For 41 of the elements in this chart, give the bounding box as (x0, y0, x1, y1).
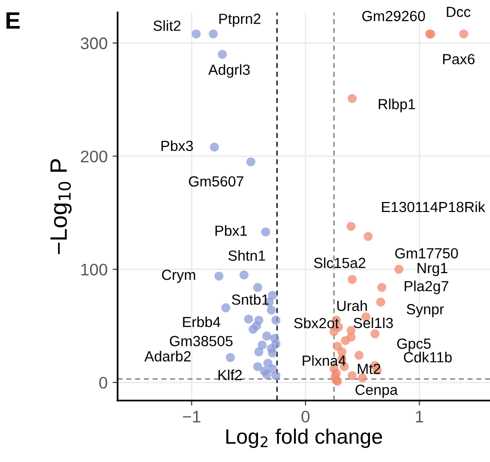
annotation: Adarb2 (144, 350, 191, 362)
x-tick-label: 1 (416, 410, 424, 422)
y-tick-label: 200 (80, 150, 108, 162)
x-tick-label: −1 (182, 410, 200, 422)
annotation: Shtn1 (228, 250, 266, 261)
annotation: Pbx1 (216, 225, 247, 236)
annotation: Klf2 (218, 370, 242, 380)
annotation: Slc15a2 (314, 257, 366, 268)
annotation: Urah (337, 300, 367, 312)
y-axis-title: −Log$_{10}$ P (50, 159, 72, 254)
annotation: Slit2 (153, 20, 180, 31)
y-tick-label: 0 (99, 376, 108, 389)
annotation: Pbx3 (161, 140, 193, 152)
annotation: Gm5607 (188, 176, 244, 187)
annotation: Crym (162, 270, 196, 283)
y-tick-label: 300 (80, 37, 108, 50)
annotation: Erbb4 (183, 316, 220, 328)
annotation: Sel1l3 (354, 317, 393, 328)
annotation: Gm17750 (395, 248, 458, 258)
x-tick-label: 0 (302, 410, 310, 423)
annotation: Pla2g7 (404, 280, 448, 294)
annotation: Dcc (446, 6, 470, 18)
annotation: Rlbp1 (378, 98, 415, 112)
annotation: Mt2 (358, 364, 380, 374)
annotation: Sntb1 (232, 294, 269, 305)
annotation: Cdk11b (404, 352, 452, 362)
annotation: Nrg1 (418, 263, 448, 276)
annotation: Cenpa (356, 384, 398, 398)
y-tick-label: 100 (81, 264, 108, 276)
annotation: Gpc5 (397, 338, 431, 352)
annotation: Gm38505 (170, 336, 233, 346)
chart-title: E (6, 12, 20, 29)
annotation: Adgrl3 (208, 64, 250, 78)
annotation: Pax6 (443, 54, 475, 64)
annotation: Plxna4 (302, 355, 346, 366)
annotation: E130114P18Rik (382, 201, 486, 212)
annotation: Ptprn2 (219, 14, 260, 27)
x-axis-title: Log$_{2}$ fold change (226, 428, 382, 448)
annotation: Sbx2ot (294, 318, 339, 328)
annotation: Gm29260 (362, 10, 425, 22)
annotation: Synpr (406, 304, 444, 318)
